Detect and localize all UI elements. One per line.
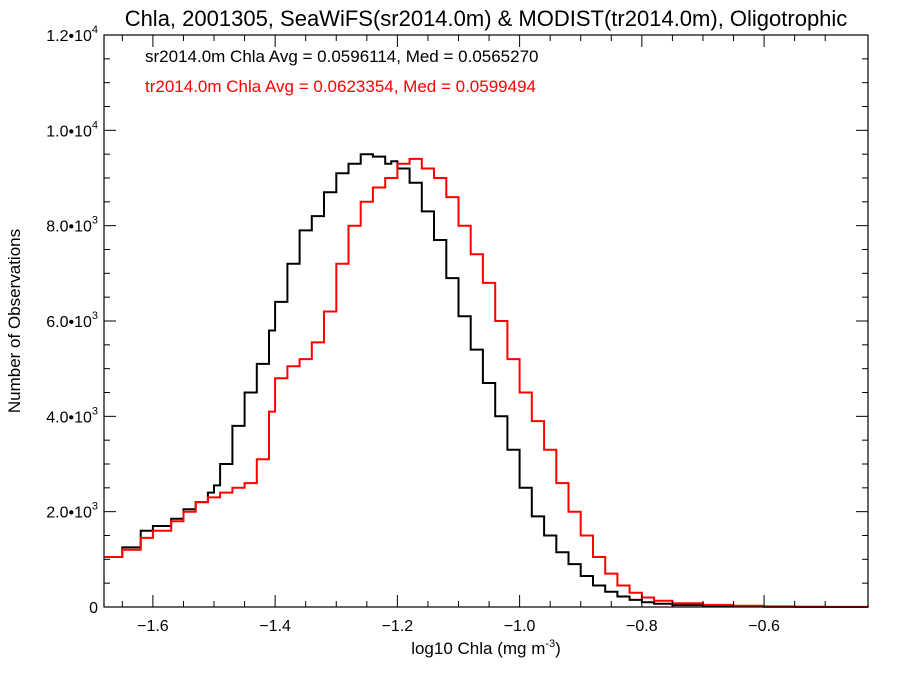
plot-frame — [103, 34, 869, 608]
series-line-1 — [104, 157, 869, 608]
x-axis-label: log10 Chla (mg m-3) — [411, 638, 561, 658]
x-tick-label: −1.6 — [137, 618, 169, 635]
y-tick-label: 1.2•104 — [46, 24, 98, 45]
x-axis: −1.6 −1.4 −1.2 −1.0 −0.8 −0.6 — [121, 35, 826, 635]
y-axis: 0 2.0•103 4.0•103 6.0•103 8.0•103 1.0•104 1.2•… — [46, 24, 868, 617]
y-tick-label: 0 — [89, 600, 98, 617]
x-tick-label: −1.4 — [259, 618, 291, 635]
y-tick-label: 8.0•103 — [46, 215, 98, 236]
annotation-tr2014: tr2014.0m Chla Avg = 0.0623354, Med = 0.… — [145, 77, 536, 96]
x-tick-label: −1.2 — [382, 618, 414, 635]
y-axis-label: Number of Observations — [5, 229, 24, 413]
y-tick-label: 2.0•103 — [46, 501, 98, 522]
y-tick-label: 4.0•103 — [46, 405, 98, 426]
x-tick-label: −0.6 — [748, 618, 780, 635]
series-layer — [104, 153, 869, 608]
x-tick-label: −0.8 — [626, 618, 658, 635]
y-tick-label: 6.0•103 — [46, 310, 98, 331]
annotation-sr2014: sr2014.0m Chla Avg = 0.0596114, Med = 0.… — [145, 47, 539, 66]
x-tick-label: −1.0 — [504, 618, 536, 635]
y-tick-label: 1.0•104 — [46, 119, 98, 140]
series-line-0 — [104, 153, 868, 608]
chart-title: Chla, 2001305, SeaWiFS(sr2014.0m) & MODI… — [125, 6, 848, 31]
